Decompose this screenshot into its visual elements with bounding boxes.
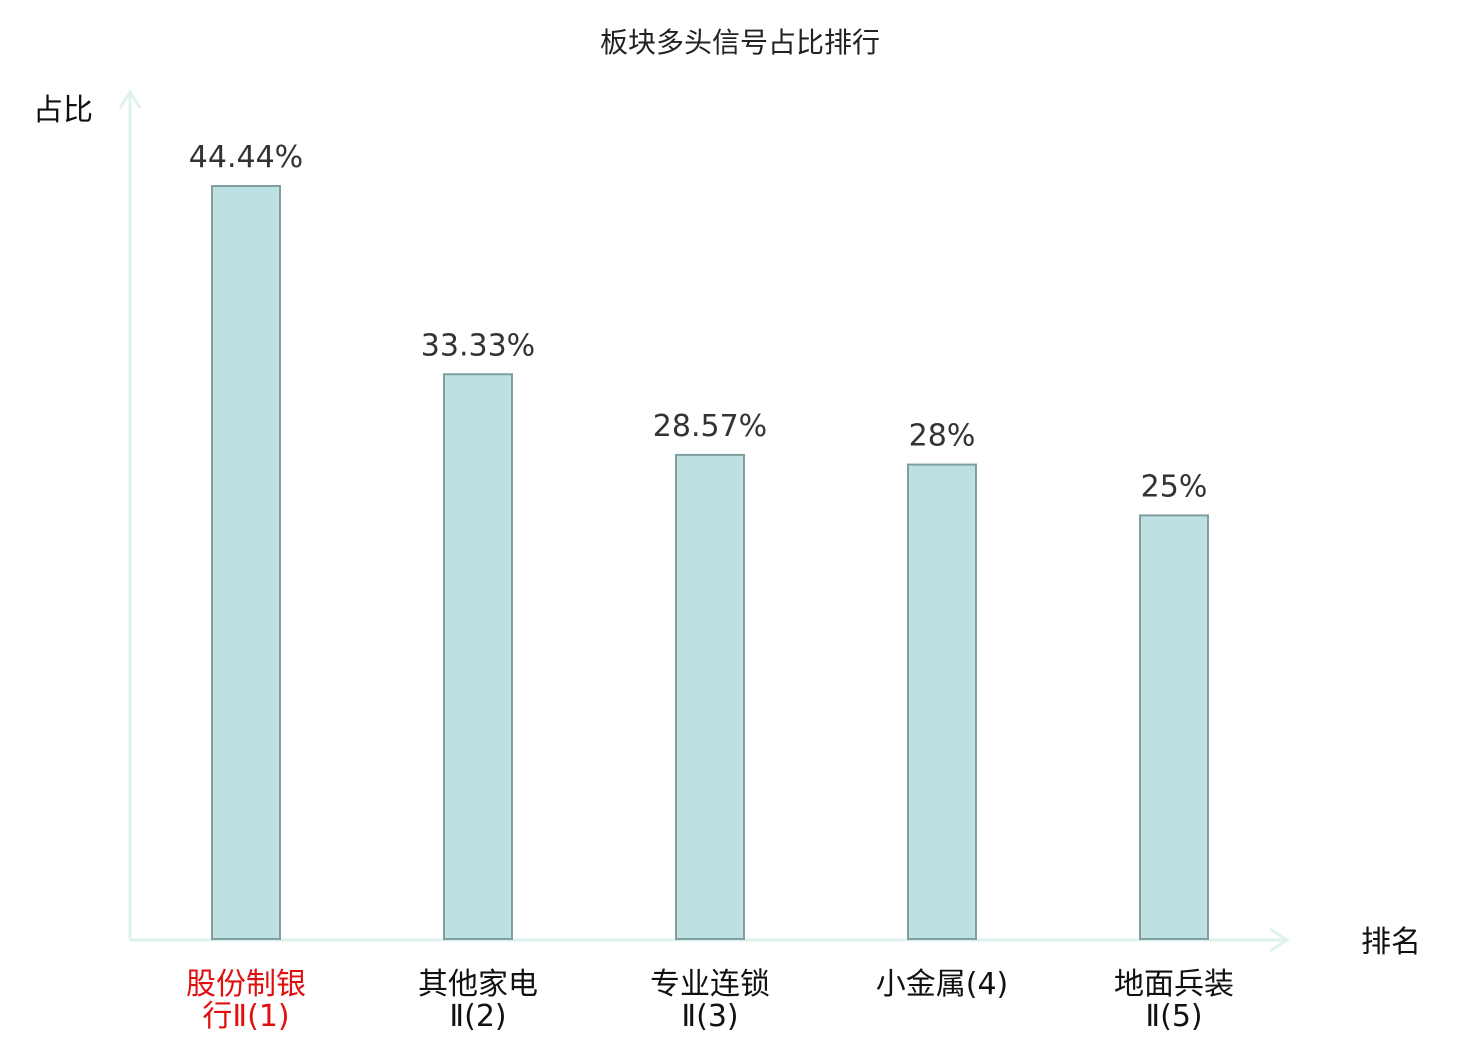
value-label-5: 25%: [1141, 469, 1208, 504]
category-label-3-line1: 专业连锁: [650, 967, 770, 1002]
value-labels: 44.44% 33.33% 28.57% 28% 25%: [189, 140, 1208, 504]
value-label-4: 28%: [909, 419, 976, 454]
x-axis-arrow: [1269, 927, 1290, 953]
bars: [211, 185, 1209, 940]
bar-1: [211, 185, 281, 940]
y-axis-label: 占比: [33, 93, 93, 128]
value-label-1: 44.44%: [189, 140, 303, 175]
category-label-2-line1: 其他家电: [418, 967, 538, 1002]
category-label-3-line2: Ⅱ(3): [681, 999, 738, 1034]
y-axis-arrow: [118, 89, 142, 109]
category-label-1-line1: 股份制银: [186, 967, 306, 1002]
category-label-4-line1: 小金属(4): [876, 967, 1009, 1002]
chart-title: 板块多头信号占比排行: [600, 26, 880, 59]
value-label-3: 28.57%: [653, 409, 767, 444]
value-label-2: 33.33%: [421, 328, 535, 363]
category-label-5-line2: Ⅱ(5): [1145, 999, 1202, 1034]
x-axis-label: 排名: [1361, 925, 1421, 960]
bar-3: [675, 453, 745, 940]
bar-2: [443, 373, 513, 940]
category-label-1-line2: 行Ⅱ(1): [202, 999, 289, 1034]
bar-5: [1139, 514, 1209, 940]
category-label-2-line2: Ⅱ(2): [449, 999, 506, 1034]
bar-4: [907, 463, 977, 940]
category-label-5-line1: 地面兵装: [1114, 967, 1234, 1002]
axes: [118, 89, 1290, 953]
